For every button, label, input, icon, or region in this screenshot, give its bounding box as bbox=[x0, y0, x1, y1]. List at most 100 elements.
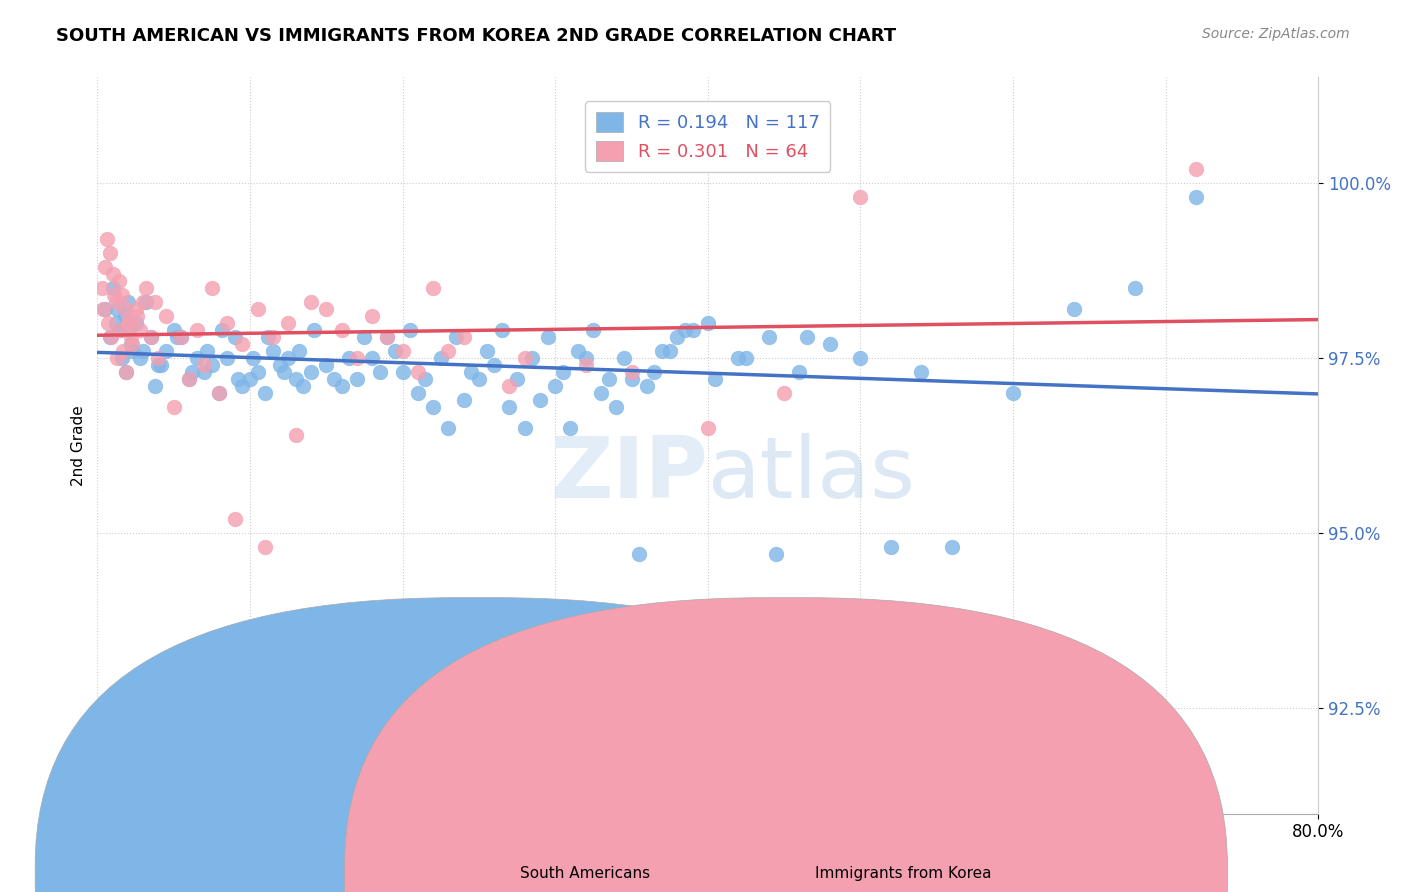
Point bbox=[818, 336, 841, 351]
Point bbox=[302, 323, 325, 337]
Point bbox=[422, 400, 444, 414]
Point bbox=[651, 343, 673, 358]
Point bbox=[163, 400, 186, 414]
Point bbox=[560, 421, 582, 435]
Point bbox=[941, 540, 963, 554]
Point bbox=[353, 330, 375, 344]
Point bbox=[120, 336, 142, 351]
Y-axis label: 2nd Grade: 2nd Grade bbox=[72, 405, 86, 486]
Point bbox=[468, 372, 491, 386]
Point bbox=[1002, 386, 1025, 401]
Point bbox=[208, 386, 231, 401]
Point bbox=[315, 301, 337, 316]
Point bbox=[598, 372, 620, 386]
Point bbox=[696, 316, 718, 330]
Point bbox=[201, 358, 224, 372]
Point bbox=[529, 392, 551, 407]
Point bbox=[104, 294, 127, 309]
Point bbox=[111, 287, 134, 301]
Point bbox=[330, 379, 353, 393]
Point bbox=[120, 330, 142, 344]
Point bbox=[361, 309, 384, 323]
Point bbox=[139, 330, 162, 344]
Point bbox=[475, 343, 498, 358]
Point bbox=[704, 372, 727, 386]
Point bbox=[337, 351, 360, 365]
Point bbox=[155, 309, 177, 323]
Point bbox=[429, 351, 451, 365]
Point bbox=[375, 330, 398, 344]
Point bbox=[257, 330, 280, 344]
Point bbox=[93, 301, 115, 316]
Point bbox=[170, 330, 193, 344]
Point bbox=[177, 372, 200, 386]
Point bbox=[513, 351, 536, 365]
Point bbox=[103, 287, 125, 301]
Point bbox=[177, 372, 200, 386]
Point bbox=[460, 365, 482, 379]
Point bbox=[107, 274, 129, 288]
Point bbox=[217, 351, 239, 365]
Point bbox=[498, 400, 520, 414]
Point bbox=[114, 301, 136, 316]
Point bbox=[231, 379, 253, 393]
Point bbox=[299, 294, 322, 309]
Point bbox=[582, 323, 605, 337]
Point bbox=[115, 365, 138, 379]
Text: atlas: atlas bbox=[707, 434, 915, 516]
Point bbox=[98, 330, 121, 344]
Text: Source: ZipAtlas.com: Source: ZipAtlas.com bbox=[1202, 27, 1350, 41]
Point bbox=[132, 294, 155, 309]
Point bbox=[193, 358, 215, 372]
Point bbox=[239, 372, 262, 386]
Point bbox=[849, 351, 872, 365]
Point bbox=[132, 343, 155, 358]
Text: ZIP: ZIP bbox=[550, 434, 707, 516]
Point bbox=[384, 343, 406, 358]
Point bbox=[277, 316, 299, 330]
Point bbox=[112, 343, 135, 358]
Point bbox=[96, 232, 118, 246]
Point bbox=[125, 309, 148, 323]
Point bbox=[453, 330, 475, 344]
Point bbox=[121, 343, 143, 358]
Point bbox=[111, 351, 134, 365]
Point bbox=[163, 323, 186, 337]
Point bbox=[399, 323, 422, 337]
Point bbox=[284, 372, 307, 386]
Point bbox=[513, 421, 536, 435]
Point bbox=[288, 343, 311, 358]
Point bbox=[284, 428, 307, 442]
Point bbox=[658, 343, 681, 358]
Point bbox=[620, 365, 643, 379]
Point bbox=[735, 351, 758, 365]
Point bbox=[1185, 161, 1208, 176]
Point bbox=[620, 372, 643, 386]
Point bbox=[117, 316, 139, 330]
Point bbox=[148, 351, 170, 365]
Point bbox=[100, 330, 122, 344]
Point bbox=[94, 260, 117, 274]
Point bbox=[186, 351, 208, 365]
Point bbox=[273, 365, 295, 379]
Point bbox=[628, 547, 651, 561]
Point bbox=[135, 294, 157, 309]
Point bbox=[101, 281, 124, 295]
Point bbox=[105, 351, 128, 365]
Point bbox=[90, 281, 112, 295]
Point bbox=[636, 379, 658, 393]
Point bbox=[415, 372, 437, 386]
Point bbox=[217, 316, 239, 330]
Point bbox=[124, 316, 146, 330]
Point bbox=[186, 323, 208, 337]
Point bbox=[254, 386, 277, 401]
Point bbox=[589, 386, 612, 401]
Point bbox=[613, 351, 636, 365]
Point bbox=[406, 386, 429, 401]
Point bbox=[148, 358, 170, 372]
Point bbox=[666, 330, 689, 344]
Point bbox=[193, 365, 215, 379]
Point bbox=[849, 189, 872, 203]
Point bbox=[1123, 281, 1146, 295]
Point bbox=[491, 323, 513, 337]
